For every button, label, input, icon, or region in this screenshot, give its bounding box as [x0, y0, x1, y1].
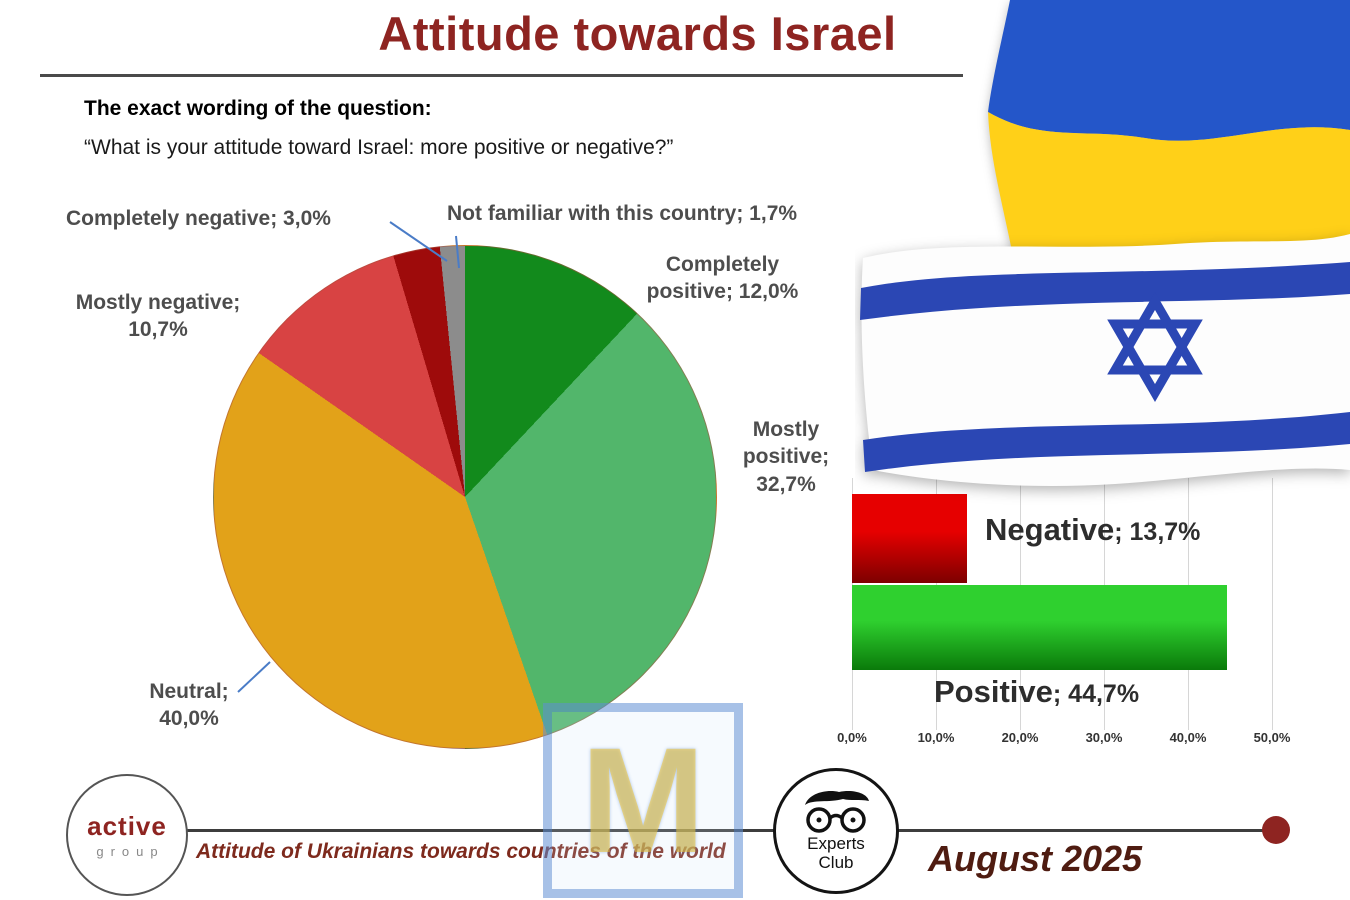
- experts-club-logo: Experts Club: [773, 768, 899, 894]
- pie-chart: [213, 245, 717, 749]
- tick-label: 20,0%: [1001, 730, 1039, 745]
- experts-club-label-1: Experts: [807, 834, 865, 854]
- pie-label-not-familiar: Not familiar with this country; 1,7%: [447, 202, 798, 225]
- page-title: Attitude towards Israel: [378, 7, 897, 60]
- title-divider: [40, 74, 963, 77]
- footer-caption: Attitude of Ukrainians towards countries…: [196, 840, 726, 863]
- tick-label: 10,0%: [917, 730, 955, 745]
- experts-club-face-icon: [805, 791, 869, 834]
- bar-positive: [852, 585, 1228, 670]
- tick-label: 0,0%: [837, 730, 867, 745]
- star-of-david-icon: [1107, 292, 1203, 402]
- active-group-logo-top: active: [87, 811, 167, 841]
- active-group-logo: active group: [66, 774, 188, 896]
- tick-label: 50,0%: [1253, 730, 1291, 745]
- pie-label-completely-positive: Completely positive; 12,0%: [646, 253, 799, 304]
- pie-label-completely-negative: Completely negative; 3,0%: [66, 207, 331, 230]
- footer-divider: [178, 829, 1284, 832]
- date-label: August 2025: [928, 838, 1143, 879]
- pie-label-neutral: Neutral; 40,0%: [149, 680, 229, 731]
- bar-label-positive: Positive; 44,7%: [934, 674, 1140, 709]
- bar-negative: [852, 494, 968, 583]
- gridline: [1272, 478, 1273, 730]
- experts-club-label-2: Club: [818, 853, 854, 872]
- watermark-logo: M: [543, 703, 743, 898]
- bar-chart: Negative; 13,7% Positive; 44,7% 0,0% 10,…: [837, 478, 1290, 748]
- active-group-logo-bottom: group: [96, 844, 165, 859]
- question-text: “What is your attitude toward Israel: mo…: [84, 136, 674, 159]
- tick-label: 40,0%: [1169, 730, 1207, 745]
- israel-flag-icon: [860, 234, 1350, 487]
- pie-label-mostly-negative: Mostly negative; 10,7%: [75, 291, 241, 342]
- pie-label-mostly-positive: Mostly positive; 32,7%: [742, 418, 830, 496]
- footer-end-dot: [1262, 816, 1290, 844]
- bar-label-negative: Negative; 13,7%: [985, 512, 1201, 547]
- tick-label: 30,0%: [1085, 730, 1123, 745]
- question-label: The exact wording of the question:: [84, 97, 432, 120]
